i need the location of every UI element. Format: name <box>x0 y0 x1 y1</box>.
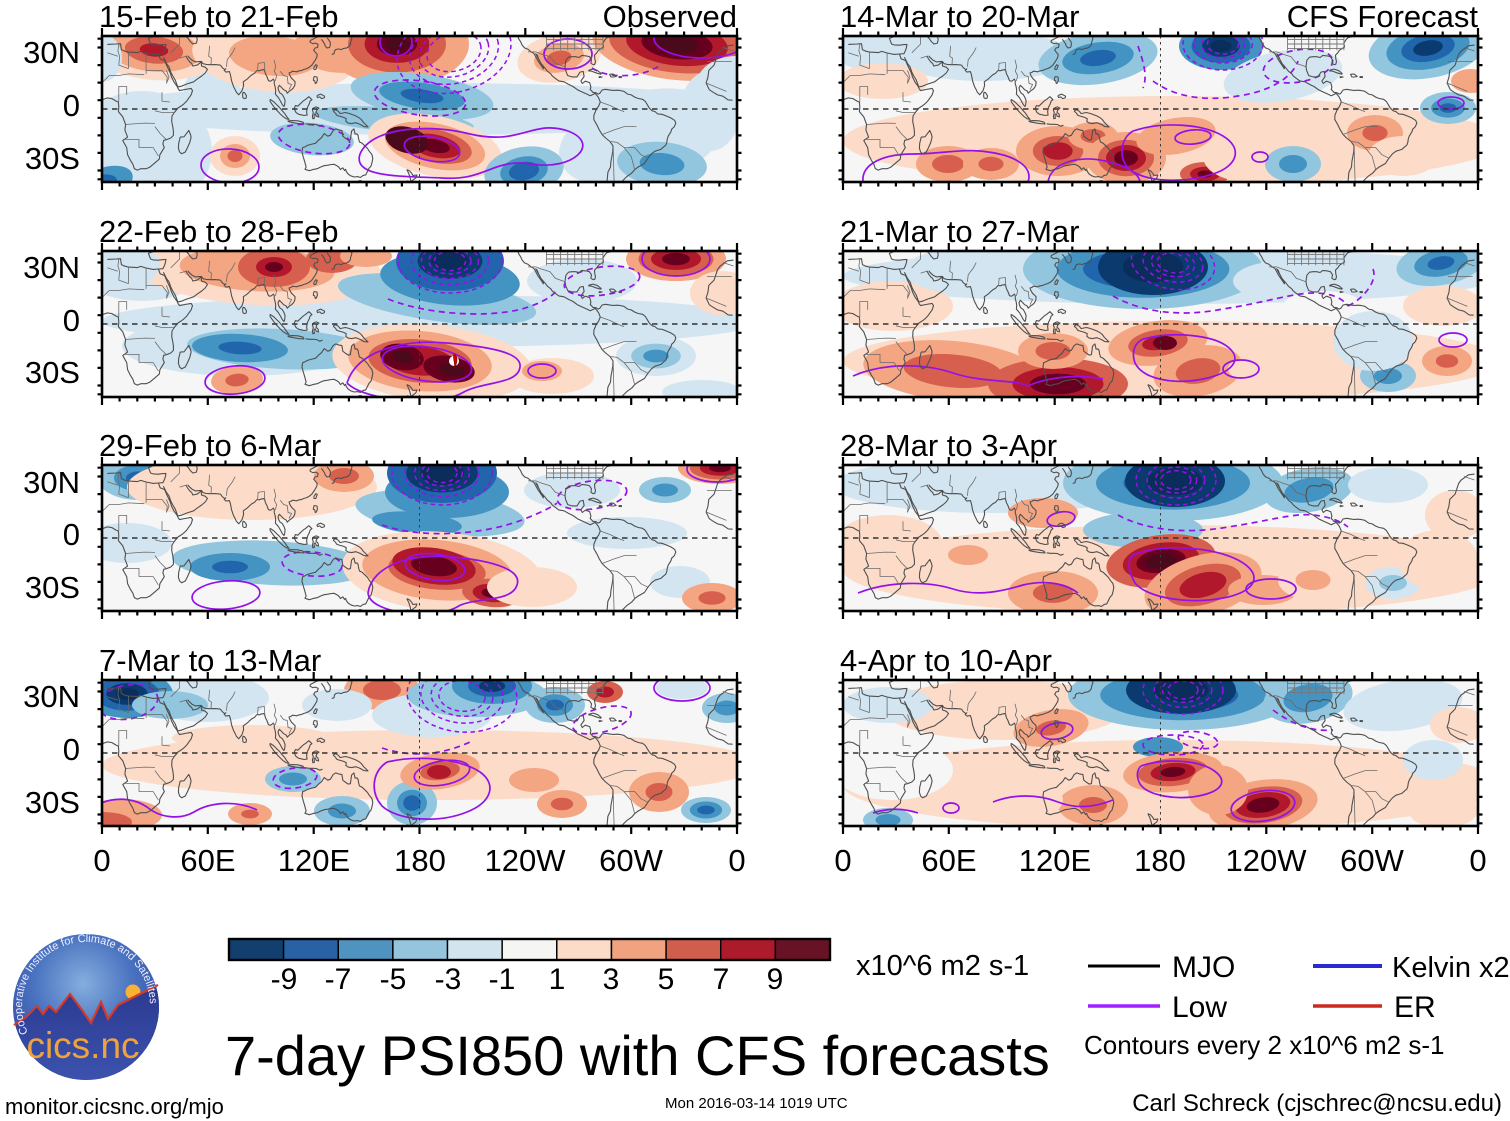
svg-text:cics.nc: cics.nc <box>26 1025 139 1066</box>
